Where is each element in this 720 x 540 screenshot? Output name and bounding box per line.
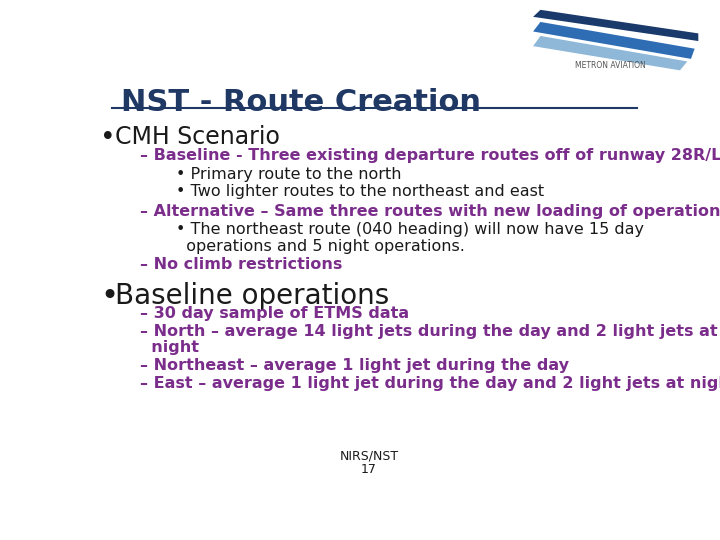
Text: – North – average 14 light jets during the day and 2 light jets at: – North – average 14 light jets during t…	[140, 324, 718, 339]
Text: •: •	[100, 125, 116, 151]
Text: •: •	[100, 282, 118, 311]
Text: night: night	[140, 340, 199, 355]
Text: • The northeast route (040 heading) will now have 15 day: • The northeast route (040 heading) will…	[176, 222, 644, 238]
Text: operations and 5 night operations.: operations and 5 night operations.	[176, 239, 465, 254]
Text: • Primary route to the north: • Primary route to the north	[176, 167, 402, 181]
Text: METRON AVIATION: METRON AVIATION	[575, 60, 646, 70]
Text: NIRS/NST: NIRS/NST	[339, 449, 399, 462]
Text: – East – average 1 light jet during the day and 2 light jets at night: – East – average 1 light jet during the …	[140, 376, 720, 391]
Polygon shape	[533, 36, 688, 70]
Text: – Northeast – average 1 light jet during the day: – Northeast – average 1 light jet during…	[140, 358, 570, 373]
Text: – No climb restrictions: – No climb restrictions	[140, 257, 343, 272]
Text: • Two lighter routes to the northeast and east: • Two lighter routes to the northeast an…	[176, 184, 544, 199]
Text: – Alternative – Same three routes with new loading of operations: – Alternative – Same three routes with n…	[140, 204, 720, 219]
Text: CMH Scenario: CMH Scenario	[115, 125, 280, 149]
Polygon shape	[533, 22, 695, 59]
Text: – Baseline - Three existing departure routes off of runway 28R/L: – Baseline - Three existing departure ro…	[140, 148, 720, 163]
Text: – 30 day sample of ETMS data: – 30 day sample of ETMS data	[140, 306, 410, 321]
Text: NST - Route Creation: NST - Route Creation	[121, 87, 481, 117]
Text: Baseline operations: Baseline operations	[115, 282, 390, 310]
Text: 17: 17	[361, 463, 377, 476]
Polygon shape	[533, 10, 698, 41]
